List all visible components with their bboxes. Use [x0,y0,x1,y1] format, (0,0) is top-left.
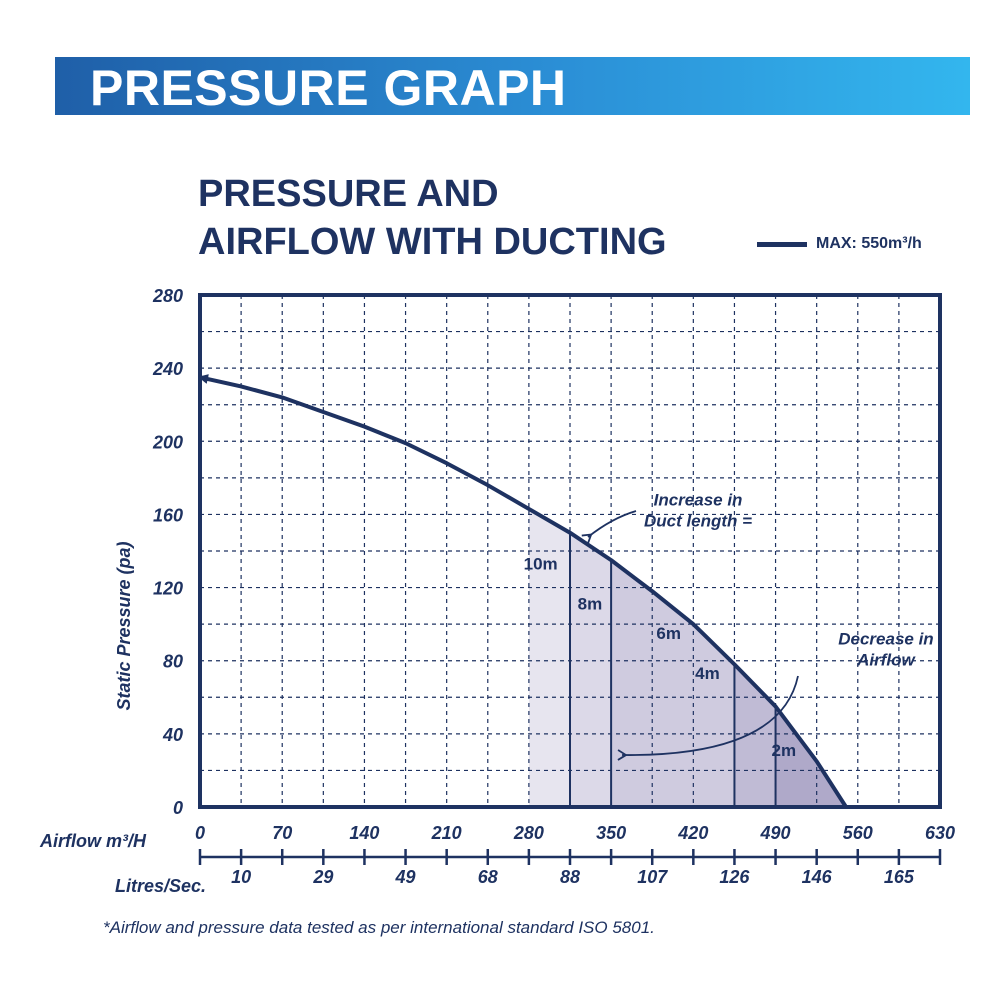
band-6m [611,560,735,807]
band-label-6m: 6m [656,624,681,643]
annotation-airflow: Decrease in Airflow [838,629,933,669]
axis-labels: Static Pressure (pa) Airflow m³/H Litres/S… [39,541,206,896]
x-tick-label: 560 [843,823,873,843]
litres-axis: 10 29 49 68 88 107 126 146 165 [198,849,942,887]
legend-swatch [757,241,807,247]
footnote: *Airflow and pressure data tested as per… [103,918,655,937]
x-tick-label: 280 [513,823,544,843]
chart-title-line-2: AIRFLOW WITH DUCTING [198,221,667,263]
litres-tick-label: 107 [637,867,668,887]
annotations: 10m 8m 6m 4m 2m Increase in Duct length = Decre… [524,490,934,761]
annotation-line: Decrease in [838,629,933,648]
x-tick-label: 420 [677,823,708,843]
duct-length-arrow [581,510,637,544]
x-axis-ticks: 0 70 140 210 280 350 420 490 560 630 [195,823,955,843]
x-tick-label: 140 [349,823,379,843]
litres-tick-label: 68 [478,867,498,887]
y-tick-label: 280 [152,286,183,306]
x-tick-label: 630 [925,823,955,843]
litres-tick-label: 10 [231,867,251,887]
annotation-line: Airflow [856,650,916,669]
litres-tick-label: 49 [395,867,416,887]
y-axis-label: Static Pressure (pa) [114,541,134,710]
plot-frame [198,293,942,809]
pressure-curve [198,374,848,809]
chart-title-line-1: PRESSURE AND [198,173,499,215]
band-4m [734,664,776,807]
annotation-line: Duct length = [644,511,752,530]
band-10m [528,508,570,807]
x-tick-label: 70 [272,823,292,843]
pressure-curve-layer [198,374,848,809]
annotation-duct-length: Increase in Duct length = [644,490,752,530]
band-label-8m: 8m [578,595,603,614]
x-tick-label: 350 [596,823,626,843]
airflow-arrow [617,675,799,761]
litres-tick-label: 146 [802,867,833,887]
litres-tick-label: 29 [312,867,333,887]
litres-tick-label: 165 [884,867,915,887]
x-tick-label: 490 [760,823,791,843]
band-label-2m: 2m [771,741,796,760]
x-tick-label: 210 [431,823,462,843]
y-tick-label: 80 [163,652,183,672]
x-axis-label: Airflow m³/H [39,831,147,851]
duct-bands [528,508,847,807]
chart-title: PRESSURE AND AIRFLOW WITH DUCTING [198,170,667,266]
litres-tick-label: 88 [560,867,580,887]
legend-label: MAX: 550m³/h [816,235,922,252]
y-tick-label: 40 [162,725,183,745]
band-label-4m: 4m [695,664,720,683]
y-tick-label: 120 [153,579,183,599]
page-title: PRESSURE GRAPH [90,60,567,116]
litres-tick-label: 126 [719,867,750,887]
chart-legend: MAX: 550m³/h [757,232,922,256]
x-tick-label: 0 [195,823,205,843]
y-tick-label: 0 [173,798,183,818]
band-8m [570,532,612,807]
y-tick-label: 160 [153,505,183,525]
annotation-line: Increase in [654,490,743,509]
y-tick-label: 200 [152,432,183,452]
band-label-10m: 10m [524,554,558,573]
header-banner: PRESSURE GRAPH [55,57,970,116]
band-dividers [569,532,777,807]
y-axis-ticks: 0 40 80 120 160 200 240 280 [152,286,183,818]
litres-axis-label: Litres/Sec. [115,876,206,896]
y-tick-label: 240 [152,359,183,379]
